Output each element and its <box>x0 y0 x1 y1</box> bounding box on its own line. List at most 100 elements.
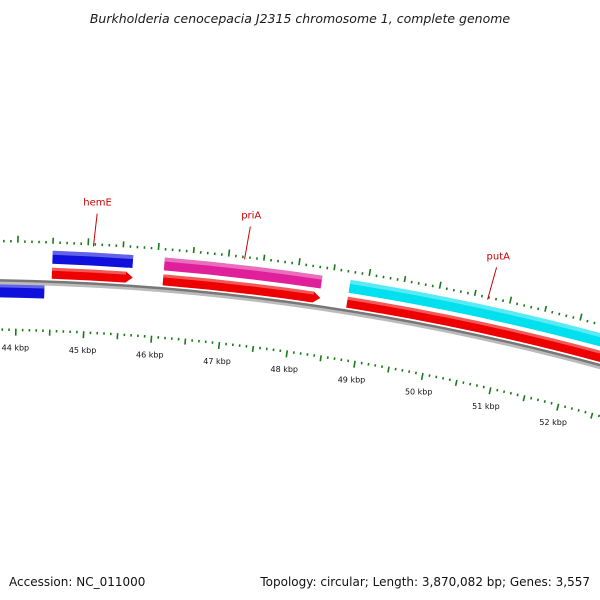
tick-mark <box>565 314 568 318</box>
kbp-label: 52 kbp <box>539 418 567 427</box>
gene-feature-putA <box>348 279 600 347</box>
tick-mark <box>584 410 587 414</box>
kbp-label: 44 kbp <box>2 344 30 353</box>
feature-highlight <box>52 267 127 275</box>
tick-mark <box>184 338 187 345</box>
tick-mark <box>285 350 289 358</box>
cds-feature-putA <box>346 296 600 363</box>
upper-tick-marks <box>3 235 596 325</box>
tick-mark <box>494 297 498 301</box>
tick-mark <box>469 382 472 386</box>
gene-feature-priA <box>163 257 323 289</box>
kbp-label: 51 kbp <box>472 402 500 411</box>
cds-feature-priA <box>162 274 321 303</box>
tick-mark <box>227 249 231 257</box>
chromosome-backbone <box>0 279 600 367</box>
tick-mark <box>593 321 596 325</box>
map-title: Burkholderia cenocepacia J2315 chromosom… <box>90 11 511 26</box>
tick-mark <box>577 408 580 412</box>
tick-mark <box>523 304 526 307</box>
tick-mark <box>586 319 589 323</box>
tick-mark <box>572 316 575 319</box>
gene-label-hemE: hemE <box>83 198 112 209</box>
partial-gene-feature <box>0 284 45 299</box>
cds-feature-hemE <box>51 267 133 283</box>
tick-mark <box>263 254 266 261</box>
tick-mark <box>462 381 465 385</box>
tick-mark <box>368 268 372 277</box>
tick-mark <box>530 305 533 309</box>
tick-mark <box>420 372 424 381</box>
gene-feature-hemE <box>52 250 134 269</box>
tick-mark <box>579 313 583 321</box>
gene-features <box>0 250 600 363</box>
tick-mark <box>466 291 469 295</box>
kbp-label: 47 kbp <box>203 357 231 366</box>
tick-mark <box>590 412 594 419</box>
tick-mark <box>480 294 483 298</box>
tick-mark <box>496 388 499 392</box>
tick-mark <box>537 307 540 311</box>
tick-mark <box>516 302 519 306</box>
tick-mark <box>403 275 407 283</box>
tick-mark <box>536 398 540 402</box>
tick-mark <box>387 366 390 373</box>
feature-highlight <box>164 257 323 280</box>
tick-mark <box>530 396 533 400</box>
tick-mark <box>597 414 600 418</box>
feature-highlight <box>349 279 600 338</box>
tick-mark <box>217 341 221 350</box>
tick-mark <box>516 393 519 397</box>
tick-mark <box>251 345 255 353</box>
genome-summary-text: Topology: circular; Length: 3,870,082 bp… <box>259 575 590 589</box>
tick-mark <box>501 299 505 303</box>
tick-mark <box>487 296 491 299</box>
feature-highlight <box>163 274 315 295</box>
tick-mark <box>558 312 561 316</box>
tick-mark <box>319 355 322 362</box>
kbp-label: 46 kbp <box>136 351 164 360</box>
kbp-label: 49 kbp <box>338 375 366 384</box>
tick-mark <box>509 391 512 395</box>
tick-mark <box>150 335 153 343</box>
kbp-label: 48 kbp <box>271 365 299 374</box>
tick-mark <box>454 379 458 386</box>
kbp-label: 50 kbp <box>405 388 433 397</box>
tick-mark <box>522 395 526 402</box>
lower-tick-marks <box>1 328 600 419</box>
tick-mark <box>503 390 506 394</box>
tick-mark <box>448 378 451 382</box>
accession-text: Accession: NC_011000 <box>9 575 145 589</box>
kbp-label: 45 kbp <box>69 346 97 355</box>
tick-mark <box>556 403 560 411</box>
tick-mark <box>298 258 301 266</box>
tick-mark <box>473 289 477 296</box>
chromosome-backbone-shadow <box>0 279 600 370</box>
gene-label-putA: putA <box>487 252 511 263</box>
gene-label-priA: priA <box>241 211 261 222</box>
gene-leader-line <box>244 226 251 260</box>
tick-mark <box>333 264 336 271</box>
tick-mark <box>157 242 160 250</box>
gene-labels: hemE priA putA <box>83 198 510 300</box>
tick-mark <box>438 281 442 289</box>
tick-mark <box>550 401 553 405</box>
gene-leader-line <box>487 267 498 300</box>
tick-mark <box>544 305 548 312</box>
tick-mark <box>475 384 479 387</box>
gene-leader-line <box>92 213 98 247</box>
tick-mark <box>570 407 573 410</box>
tick-mark <box>543 400 546 403</box>
tick-mark <box>482 385 485 389</box>
feature-highlight <box>0 284 45 289</box>
tick-mark <box>488 387 492 395</box>
feature-highlight <box>347 296 600 354</box>
kbp-scale-labels: 44 kbp 45 kbp 46 kbp 47 kbp 48 kbp 49 kbp 50 k… <box>2 344 567 427</box>
tick-mark <box>192 246 195 254</box>
tick-mark <box>551 310 554 314</box>
tick-mark <box>442 376 445 380</box>
feature-highlight <box>52 250 134 260</box>
tick-mark <box>353 360 356 368</box>
tick-mark <box>564 405 567 409</box>
